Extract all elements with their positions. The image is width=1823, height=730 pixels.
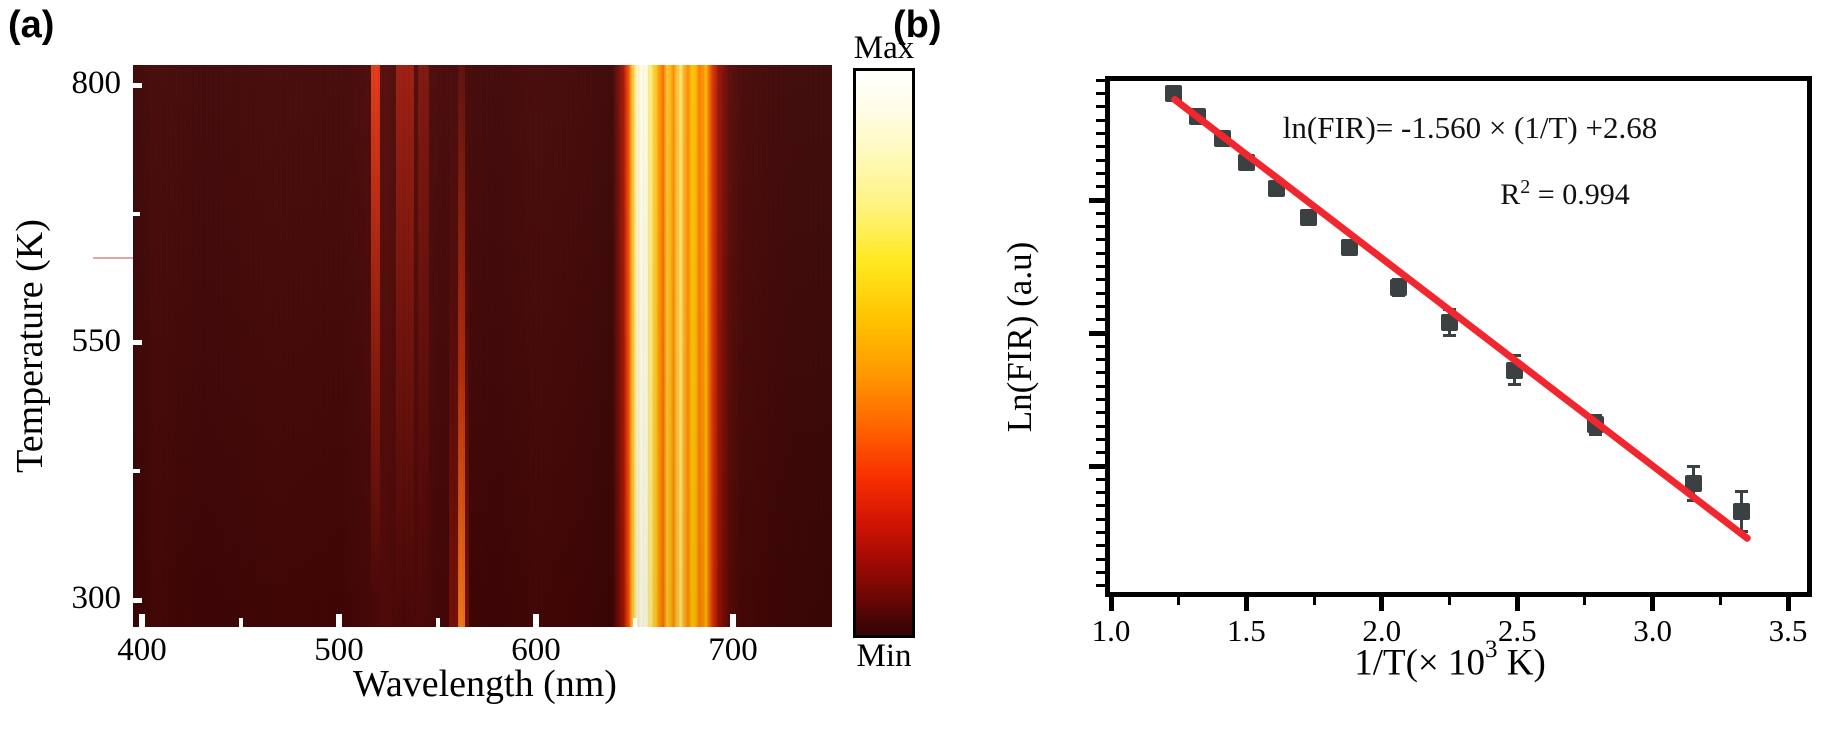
b-y-minor-tick — [1096, 531, 1105, 534]
b-y-minor-tick — [1096, 238, 1105, 242]
r2-value: = 0.994 — [1530, 178, 1630, 211]
colorbar-min-label: Min — [856, 638, 912, 674]
wavelength-axis-title: Wavelength (nm) — [353, 663, 617, 705]
emission-spectra-heatmap — [133, 65, 832, 627]
colorbar — [853, 68, 915, 638]
b-y-minor-tick — [1096, 265, 1105, 268]
panel-b-label: (b) — [893, 4, 942, 46]
r2-superscript: 2 — [1520, 176, 1531, 198]
b-y-minor-tick — [1096, 584, 1105, 588]
fit-equation-text: ln(FIR)= -1.560 × (1/T) +2.68 — [1282, 110, 1658, 145]
inverse-temperature-axis-title: 1/T(× 103 K) — [1180, 636, 1720, 684]
temperature-axis-title: Temperature (K) — [9, 219, 51, 473]
b-x-minor-tick — [1583, 597, 1587, 605]
b-y-minor-tick — [1096, 225, 1105, 229]
b-y-minor-tick — [1096, 145, 1105, 149]
heatmap-texture — [133, 65, 832, 627]
colorbar-max-label: Max — [853, 30, 915, 66]
emission-band-520nm — [371, 65, 380, 627]
b-x-tick-label: 1.0 — [1091, 613, 1131, 648]
b-x-tick-label: 3.5 — [1768, 613, 1808, 648]
b-x-minor-tick — [1718, 597, 1722, 605]
b-x-tick-2 — [1379, 597, 1385, 611]
x-title-post: K) — [1497, 642, 1546, 684]
b-x-minor-tick — [1177, 597, 1181, 605]
b-y-minor-tick — [1096, 105, 1105, 109]
panel-a-label: (a) — [8, 4, 55, 46]
b-y-minor-tick — [1096, 278, 1105, 282]
b-x-minor-tick — [1312, 597, 1316, 605]
b-x-minor-tick — [1448, 597, 1451, 605]
b-y-minor-tick — [1096, 437, 1105, 441]
heatmap-x-tick-label: 400 — [117, 632, 167, 668]
b-y-tick--2 — [1089, 463, 1105, 469]
b-x-tick-2.5 — [1514, 597, 1520, 611]
b-y-tick-0 — [1089, 197, 1105, 203]
b-y-minor-tick — [1096, 304, 1105, 308]
b-y-minor-tick — [1096, 344, 1105, 348]
b-x-tick-3.5 — [1785, 597, 1791, 611]
b-y-minor-tick — [1096, 371, 1105, 375]
b-y-minor-tick — [1096, 185, 1105, 189]
heatmap-y-tick-label: 550 — [71, 322, 122, 359]
b-y-minor-tick — [1096, 504, 1105, 508]
x-title-exponent: 3 — [1485, 636, 1498, 663]
b-y-minor-tick — [1096, 491, 1105, 495]
b-y-minor-tick — [1096, 171, 1105, 175]
b-y-minor-tick — [1096, 158, 1105, 162]
b-y-minor-tick — [1096, 132, 1105, 135]
r-squared-text: R2 = 0.994 — [1390, 176, 1740, 212]
b-y-minor-tick — [1096, 92, 1105, 96]
b-x-tick-1 — [1108, 597, 1114, 611]
emission-band-545nm — [418, 65, 430, 627]
b-y-minor-tick — [1096, 424, 1105, 428]
b-y-minor-tick — [1096, 384, 1105, 388]
emission-band-533nm — [395, 65, 414, 627]
b-y-minor-tick — [1096, 570, 1105, 574]
b-y-minor-tick — [1096, 291, 1105, 295]
b-y-minor-tick — [1096, 358, 1105, 362]
b-y-minor-tick — [1096, 211, 1105, 215]
scan-artifact-line — [93, 257, 133, 259]
b-x-tick-1.5 — [1243, 597, 1249, 611]
y-title-close-paren: ) — [1000, 241, 1039, 254]
ln-fir-axis-title: Ln(FIR) (a.u) — [1000, 242, 1040, 433]
heatmap-y-tick-label: 300 — [71, 580, 122, 616]
b-y-minor-tick — [1096, 118, 1105, 122]
b-y-minor-tick — [1096, 477, 1105, 481]
fir-plot-box — [1105, 76, 1812, 597]
r2-base: R — [1500, 178, 1521, 211]
emission-band-562nm — [458, 65, 465, 627]
b-y-minor-tick — [1096, 451, 1105, 455]
b-y-minor-tick — [1096, 557, 1105, 561]
b-y-minor-tick — [1096, 398, 1105, 401]
b-y-minor-tick — [1096, 251, 1105, 255]
b-y-minor-tick — [1096, 318, 1105, 322]
x-title-pre: 1/T(× 10 — [1354, 642, 1486, 684]
b-y-minor-tick — [1096, 544, 1105, 548]
b-y-tick--1 — [1089, 330, 1105, 336]
b-y-minor-tick — [1096, 78, 1105, 82]
b-y-minor-tick — [1096, 517, 1105, 521]
b-x-tick-3 — [1650, 597, 1656, 611]
b-y-minor-tick — [1096, 411, 1105, 415]
heatmap-y-tick-label: 800 — [71, 65, 122, 101]
y-title-text: Ln(FIR) (a.u — [1000, 253, 1039, 433]
